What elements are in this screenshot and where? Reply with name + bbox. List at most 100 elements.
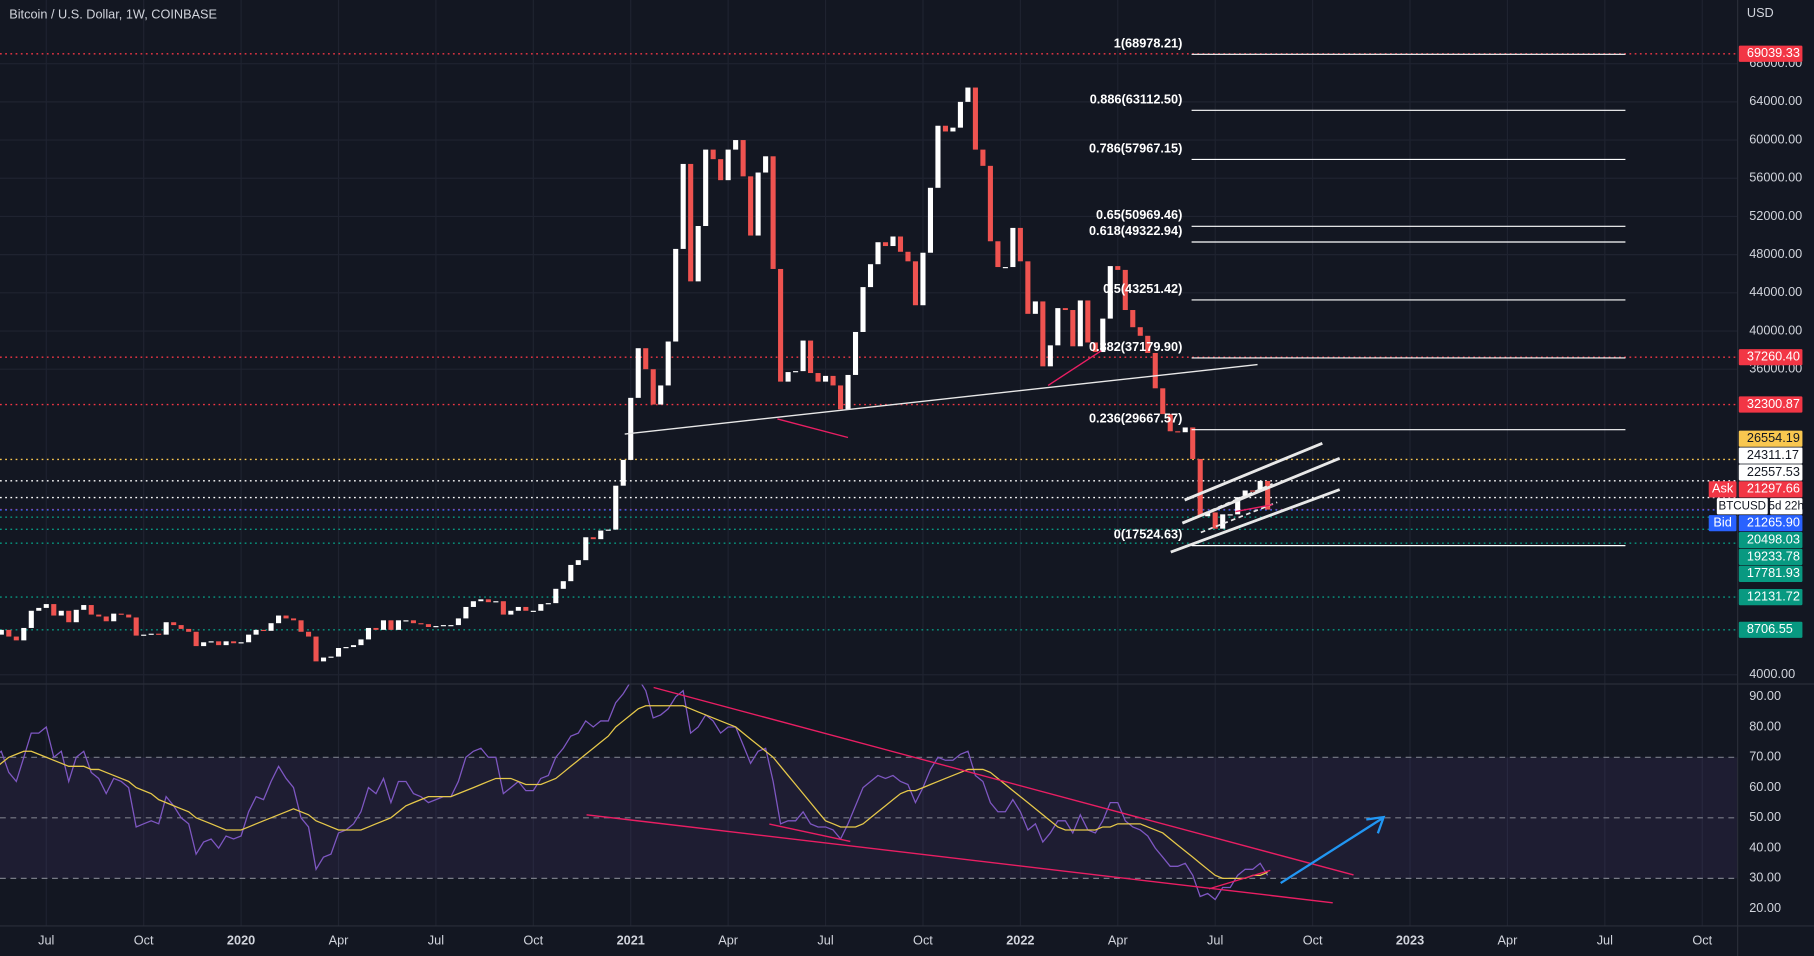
x-tick-label: 2023 — [1396, 932, 1424, 947]
x-tick-label: Apr — [329, 932, 350, 947]
candle — [1130, 310, 1136, 328]
candle — [358, 639, 364, 646]
candle — [433, 626, 439, 628]
price-tag-label: 26554.19 — [1747, 430, 1800, 445]
grid — [0, 0, 1738, 926]
candle — [658, 385, 664, 405]
candle — [957, 101, 963, 128]
candle — [628, 397, 634, 460]
candle — [1175, 431, 1181, 433]
x-tick-label: Oct — [134, 932, 154, 947]
candle — [1190, 427, 1196, 459]
price-tag — [1738, 621, 1803, 638]
candle — [1145, 335, 1151, 353]
price-tag-label: 20498.03 — [1747, 531, 1800, 546]
candle — [935, 125, 941, 188]
candle — [718, 159, 724, 181]
y-tick-label: 40000.00 — [1749, 322, 1802, 337]
trend-line — [1047, 350, 1102, 386]
y-tick-label: 50.00 — [1749, 809, 1781, 824]
candle — [81, 605, 87, 610]
candle — [755, 172, 761, 236]
price-tag — [1738, 45, 1803, 62]
rsi-pane — [0, 684, 1269, 901]
candle — [6, 629, 12, 637]
candle — [815, 373, 821, 382]
candle — [440, 625, 446, 627]
candle — [897, 236, 904, 252]
candle — [748, 176, 754, 236]
candle — [1032, 301, 1038, 314]
y-tick-label: 44000.00 — [1749, 284, 1802, 299]
price-tag — [1738, 481, 1803, 498]
candle — [1182, 427, 1188, 433]
candle — [111, 613, 117, 622]
candle — [1040, 301, 1046, 367]
candle — [980, 149, 986, 166]
candle — [58, 610, 64, 616]
candle — [320, 657, 327, 662]
price-tag-label: 37260.40 — [1747, 349, 1800, 364]
candle — [830, 375, 836, 386]
y-tick-label: 60.00 — [1749, 779, 1781, 794]
candle — [740, 140, 746, 177]
candle — [1017, 227, 1023, 262]
candle — [328, 656, 334, 658]
price-tag-prefix — [1708, 481, 1737, 498]
x-tick-label: 2021 — [617, 932, 645, 947]
candle — [778, 268, 784, 382]
x-tick-label: Jul — [38, 932, 54, 947]
candle — [867, 264, 874, 288]
candle — [171, 622, 177, 626]
axes: Jul Oct 2020 Apr Jul Oct 2021 Apr Jul Oct 2022 Apr J… — [38, 35, 1804, 947]
candle — [305, 631, 312, 637]
price-tag-label: 12131.72 — [1747, 588, 1800, 603]
price-tag — [1738, 447, 1803, 464]
candle — [283, 615, 289, 619]
candle — [1212, 512, 1218, 529]
candle — [837, 385, 844, 410]
drawings — [586, 350, 1386, 904]
candle — [560, 581, 566, 589]
price-tag-label: 24311.17 — [1747, 447, 1799, 462]
candle — [28, 610, 34, 628]
candle — [905, 251, 911, 262]
candle — [96, 614, 102, 617]
candle — [613, 485, 619, 530]
candle — [1160, 388, 1166, 415]
candle — [1257, 480, 1263, 492]
candle — [605, 529, 611, 531]
price-tag — [1738, 565, 1803, 582]
candle — [238, 642, 244, 644]
candle — [965, 87, 971, 102]
price-tag-prefix — [1708, 515, 1737, 532]
candle — [493, 601, 499, 603]
candle — [583, 537, 589, 561]
channel-line — [1200, 501, 1278, 534]
candle — [530, 610, 536, 612]
candle — [186, 628, 192, 632]
candle — [388, 620, 394, 630]
candle — [688, 163, 694, 282]
fib-label: 0.236(29667.57) — [1089, 411, 1182, 426]
candle — [1002, 267, 1008, 269]
symbol-tag — [1716, 498, 1768, 515]
candle — [463, 606, 469, 619]
price-tag-label: 19233.78 — [1747, 548, 1800, 563]
y-tick-label: 60000.00 — [1749, 131, 1802, 146]
candle — [201, 642, 207, 647]
candle — [335, 648, 342, 657]
candle — [972, 87, 978, 150]
chart-title: Bitcoin / U.S. Dollar, 1W, COINBASE — [9, 6, 217, 21]
fib-label: 0.65(50969.46) — [1096, 207, 1182, 222]
candle — [1242, 490, 1248, 498]
price-tag-label: 22557.53 — [1747, 464, 1800, 479]
candle — [1167, 414, 1173, 432]
y-tick-label: 70.00 — [1749, 749, 1781, 764]
candle — [912, 261, 919, 306]
candle — [823, 375, 829, 382]
candle — [845, 374, 851, 410]
x-tick-label: Oct — [1303, 932, 1323, 947]
